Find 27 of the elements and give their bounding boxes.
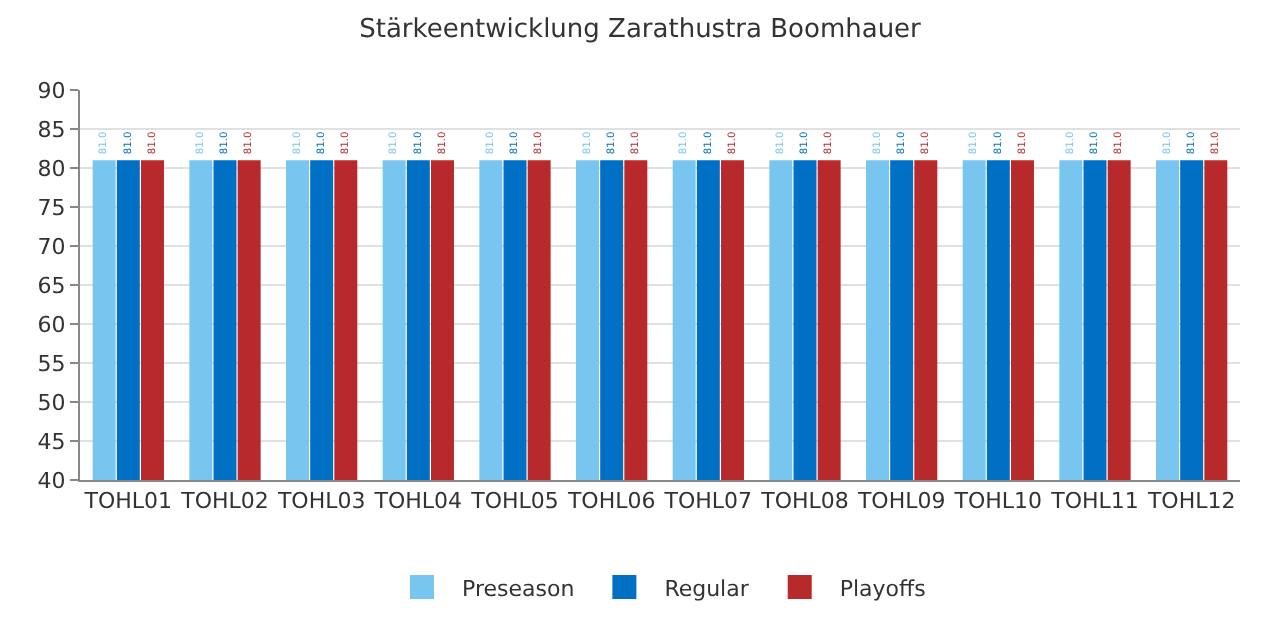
x-tick-label: TOHL04 xyxy=(372,488,463,515)
x-tick-label: TOHL01 xyxy=(82,488,173,515)
legend-label: Preseason xyxy=(462,575,575,602)
y-tick-label: 50 xyxy=(37,389,66,416)
x-tick-label: TOHL03 xyxy=(275,488,366,515)
y-tick-label: 55 xyxy=(37,350,66,377)
y-tick-label: 45 xyxy=(37,428,66,455)
y-tick-label: 65 xyxy=(37,272,66,299)
y-tick-label: 75 xyxy=(37,194,66,221)
x-tick-label: TOHL11 xyxy=(1049,488,1139,515)
y-tick-label: 60 xyxy=(37,311,66,338)
y-tick-label: 70 xyxy=(37,233,66,260)
y-tick-label: 90 xyxy=(37,77,66,104)
legend-label: Playoffs xyxy=(839,575,927,602)
x-tick-label: TOHL06 xyxy=(565,488,656,515)
x-tick-label: TOHL05 xyxy=(469,488,559,515)
chart-title: Stärkeentwicklung Zarathustra Boomhauer xyxy=(359,15,923,46)
y-tick-label: 40 xyxy=(37,467,66,494)
x-tick-label: TOHL07 xyxy=(662,488,753,515)
y-tick-label: 85 xyxy=(37,116,66,143)
legend-label: Regular xyxy=(664,575,750,602)
x-tick-label: TOHL02 xyxy=(179,488,269,515)
x-tick-label: TOHL08 xyxy=(759,488,849,515)
x-tick-label: TOHL09 xyxy=(855,488,946,515)
x-tick-label: TOHL10 xyxy=(952,488,1043,515)
x-tick-label: TOHL12 xyxy=(1145,488,1236,515)
y-tick-label: 80 xyxy=(37,155,66,182)
